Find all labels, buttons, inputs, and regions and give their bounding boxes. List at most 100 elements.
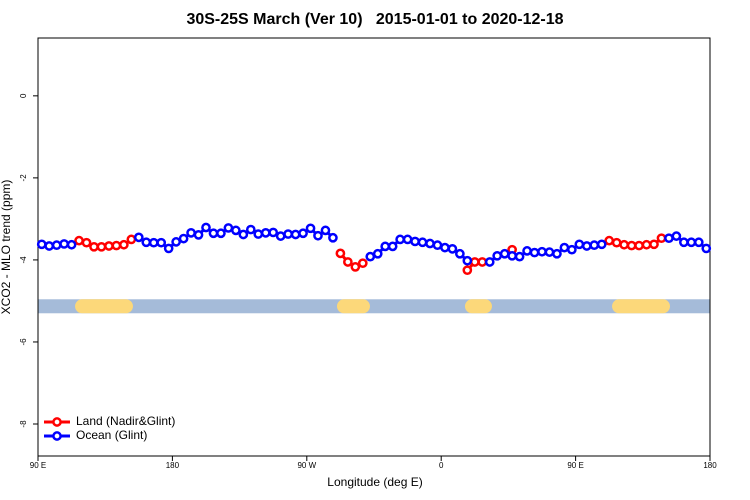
data-point xyxy=(119,239,129,250)
data-point xyxy=(268,227,279,238)
y-tick-label: -8 xyxy=(19,420,28,428)
y-tick-label: -4 xyxy=(19,256,28,264)
data-point xyxy=(111,240,122,251)
data-point xyxy=(462,265,473,276)
data-point xyxy=(245,224,256,235)
data-point xyxy=(574,239,585,250)
data-point xyxy=(380,241,391,252)
data-point xyxy=(604,235,615,246)
data-point xyxy=(425,238,435,249)
data-point xyxy=(567,244,577,255)
data-point xyxy=(679,237,689,248)
data-point xyxy=(298,228,308,239)
y-tick-label: -6 xyxy=(19,338,28,346)
data-point xyxy=(275,231,286,241)
data-point xyxy=(529,247,540,258)
data-point xyxy=(44,241,55,251)
data-point xyxy=(238,229,249,240)
data-point xyxy=(387,241,398,252)
data-point xyxy=(357,258,368,269)
data-point xyxy=(395,234,405,245)
data-point xyxy=(693,237,704,248)
data-point xyxy=(664,233,674,244)
data-point xyxy=(343,257,353,267)
data-point xyxy=(313,230,323,241)
land-mask-segment xyxy=(336,299,370,314)
data-point xyxy=(350,262,361,272)
x-tick-label: 90 W xyxy=(297,461,316,470)
data-point xyxy=(537,246,547,257)
data-point xyxy=(455,248,465,259)
data-point xyxy=(133,232,144,243)
data-point xyxy=(619,239,629,250)
data-point xyxy=(201,222,211,233)
data-point xyxy=(231,225,241,236)
data-point xyxy=(104,241,114,251)
data-point xyxy=(484,257,495,267)
data-point xyxy=(66,239,77,250)
data-point xyxy=(253,229,264,239)
data-point xyxy=(499,248,510,259)
legend-label: Ocean (Glint) xyxy=(76,428,147,442)
legend-label: Land (Nadir&Glint) xyxy=(76,414,175,428)
data-point xyxy=(290,229,301,240)
data-point xyxy=(522,246,532,256)
data-point xyxy=(216,228,226,239)
data-point xyxy=(440,242,450,253)
data-point xyxy=(402,234,413,245)
x-tick-label: 90 E xyxy=(567,461,583,470)
data-point xyxy=(641,239,652,250)
data-point xyxy=(208,228,219,239)
data-point xyxy=(372,248,383,259)
data-point xyxy=(186,227,196,238)
data-point xyxy=(701,243,712,254)
legend-marker xyxy=(52,417,62,427)
data-point xyxy=(492,250,503,261)
data-point xyxy=(126,234,137,245)
data-point xyxy=(656,233,667,244)
data-point xyxy=(410,236,420,247)
data-point xyxy=(148,237,159,248)
data-point xyxy=(626,240,637,251)
x-tick-label: 0 xyxy=(439,461,444,470)
data-point xyxy=(51,240,62,251)
land-mask-segment xyxy=(612,299,670,314)
data-point xyxy=(477,257,488,267)
data-point xyxy=(223,223,234,233)
data-point xyxy=(447,243,458,254)
data-point xyxy=(611,237,622,248)
data-point xyxy=(335,248,346,259)
land-mask-segment xyxy=(75,299,133,314)
ocean-mask-band xyxy=(38,299,710,314)
data-point xyxy=(432,240,443,251)
y-tick-label: -2 xyxy=(19,174,28,182)
data-point xyxy=(514,251,525,262)
data-point xyxy=(305,223,316,234)
data-point xyxy=(59,239,69,249)
data-point xyxy=(649,239,659,250)
data-point xyxy=(193,230,204,240)
data-point xyxy=(365,251,376,262)
data-point xyxy=(328,232,338,243)
chart-title: 30S-25S March (Ver 10) 2015-01-01 to 202… xyxy=(186,11,563,28)
data-point xyxy=(544,247,555,257)
data-point xyxy=(320,225,331,236)
data-point xyxy=(74,235,84,246)
data-point xyxy=(469,257,480,267)
data-point xyxy=(163,243,174,254)
data-point xyxy=(141,237,152,248)
data-point xyxy=(260,227,271,238)
x-tick-label: 180 xyxy=(166,461,180,470)
data-point xyxy=(559,242,570,253)
data-point xyxy=(589,240,600,251)
data-point xyxy=(156,237,167,248)
plot-frame xyxy=(37,37,711,457)
data-point xyxy=(686,237,697,248)
data-point xyxy=(581,241,592,251)
land-mask-segment xyxy=(464,299,492,314)
data-point xyxy=(507,250,517,261)
x-axis-label: Longitude (deg E) xyxy=(327,475,422,489)
y-tick-label: 0 xyxy=(19,93,28,98)
legend-marker xyxy=(52,431,62,441)
